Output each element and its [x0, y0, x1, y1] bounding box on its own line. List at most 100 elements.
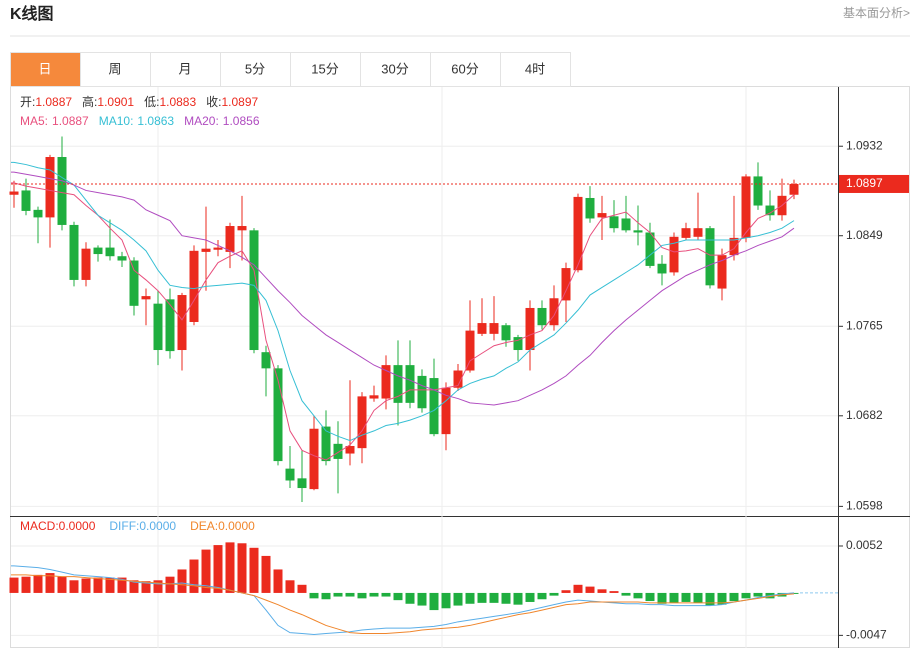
- candle-body: [237, 226, 247, 231]
- macd-bar: [285, 580, 295, 593]
- candle-body: [789, 183, 799, 195]
- candle-body: [201, 248, 211, 252]
- macd-bar: [561, 590, 571, 593]
- macd-legend-label: DEA:: [190, 519, 218, 533]
- macd-bar: [81, 578, 91, 593]
- macd-bar: [93, 577, 103, 593]
- candle-body: [261, 352, 271, 369]
- tab-label[interactable]: 60分: [451, 61, 478, 76]
- ohlc-value: 1.0887: [35, 95, 72, 109]
- candle-body: [609, 216, 619, 229]
- candle-body: [129, 260, 139, 306]
- ma-legend-label: MA20:: [184, 114, 219, 128]
- ma-line: [11, 161, 795, 442]
- tab[interactable]: [220, 52, 291, 87]
- ma-legend-label: MA5:: [20, 114, 48, 128]
- ma-legend-value: 1.0856: [223, 114, 260, 128]
- macd-bar: [381, 592, 391, 597]
- tab-label[interactable]: 周: [108, 61, 121, 76]
- tab[interactable]: [430, 52, 501, 87]
- tab-label[interactable]: 30分: [381, 61, 408, 76]
- tab[interactable]: [500, 52, 571, 87]
- ohlc-item: 高:1.0901: [82, 94, 134, 109]
- ohlc-label: 低:: [144, 95, 159, 109]
- candle-body: [585, 197, 595, 219]
- macd-bar: [417, 592, 427, 606]
- macd-bar: [369, 592, 379, 597]
- macd-bar: [489, 592, 499, 603]
- macd-line: [11, 565, 795, 635]
- macd-bar: [357, 592, 367, 599]
- candle-body: [57, 157, 67, 225]
- macd-bar: [525, 592, 535, 602]
- y-tick-label: 1.0932: [846, 138, 883, 152]
- macd-bar: [153, 580, 163, 593]
- y-tick-label: 1.0682: [846, 408, 883, 422]
- macd-bar: [393, 592, 403, 601]
- macd-legend-value: 0.0000: [218, 519, 255, 533]
- tab[interactable]: [360, 52, 431, 87]
- y-tick-label: 1.0765: [846, 318, 883, 332]
- macd-bar: [453, 592, 463, 606]
- macd-bar: [429, 592, 439, 611]
- ohlc-label: 收:: [206, 95, 221, 109]
- macd-bar: [597, 589, 607, 593]
- macd-bar: [513, 592, 523, 605]
- candle-body: [429, 378, 439, 435]
- candle-body: [561, 268, 571, 301]
- macd-legend-label: DIFF:: [109, 519, 139, 533]
- analysis-link[interactable]: 基本面分析>: [843, 6, 910, 20]
- macd-bar: [273, 569, 283, 593]
- candle-body: [381, 365, 391, 399]
- ma-legend-value: 1.0863: [137, 114, 174, 128]
- ma-line: [11, 182, 795, 461]
- macd-bar: [465, 592, 475, 604]
- macd-bar: [165, 576, 175, 593]
- candle-body: [309, 428, 319, 490]
- candle-body: [345, 445, 355, 454]
- candle-body: [93, 247, 103, 255]
- macd-bar: [573, 584, 583, 593]
- ohlc-label: 开:: [20, 95, 35, 109]
- macd-bar: [537, 592, 547, 600]
- candle-body: [489, 323, 499, 334]
- macd-legend-value: 0.0000: [59, 519, 96, 533]
- ohlc-item: 开:1.0887: [20, 95, 72, 109]
- candle-body: [477, 323, 487, 334]
- macd-bar: [177, 569, 187, 593]
- tab-label[interactable]: 日: [38, 61, 51, 76]
- tab-label[interactable]: 15分: [311, 61, 338, 76]
- candle-body: [153, 303, 163, 351]
- tab[interactable]: [290, 52, 361, 87]
- macd-bar: [609, 591, 619, 593]
- candle-body: [177, 295, 187, 351]
- candle-body: [105, 247, 115, 257]
- candle-body: [285, 468, 295, 481]
- macd-legend-label: MACD:: [20, 519, 59, 533]
- candle-body: [297, 478, 307, 489]
- macd-bar: [249, 547, 259, 593]
- macd-bar: [237, 543, 247, 593]
- candle-body: [669, 236, 679, 273]
- candle-body: [441, 387, 451, 435]
- macd-bar: [753, 592, 763, 597]
- tab[interactable]: [10, 52, 81, 87]
- ohlc-value: 1.0901: [97, 95, 134, 109]
- candle-body: [69, 224, 79, 280]
- candle-body: [357, 396, 367, 449]
- macd-bar: [21, 576, 31, 593]
- macd-bar: [345, 592, 355, 597]
- ohlc-label: 高:: [82, 94, 97, 109]
- tab-label[interactable]: 5分: [245, 61, 265, 76]
- candle-body: [537, 307, 547, 326]
- tab-label[interactable]: 月: [178, 61, 191, 76]
- ma-legend: MA20: 1.0856: [184, 114, 260, 128]
- macd-bar: [477, 592, 487, 603]
- candle-body: [21, 190, 31, 211]
- ma-legend: MA10: 1.0863: [99, 114, 175, 128]
- tab-label[interactable]: 4时: [525, 61, 545, 76]
- candle-body: [417, 375, 427, 409]
- macd-bar: [189, 559, 199, 593]
- last-price-box: [839, 174, 909, 193]
